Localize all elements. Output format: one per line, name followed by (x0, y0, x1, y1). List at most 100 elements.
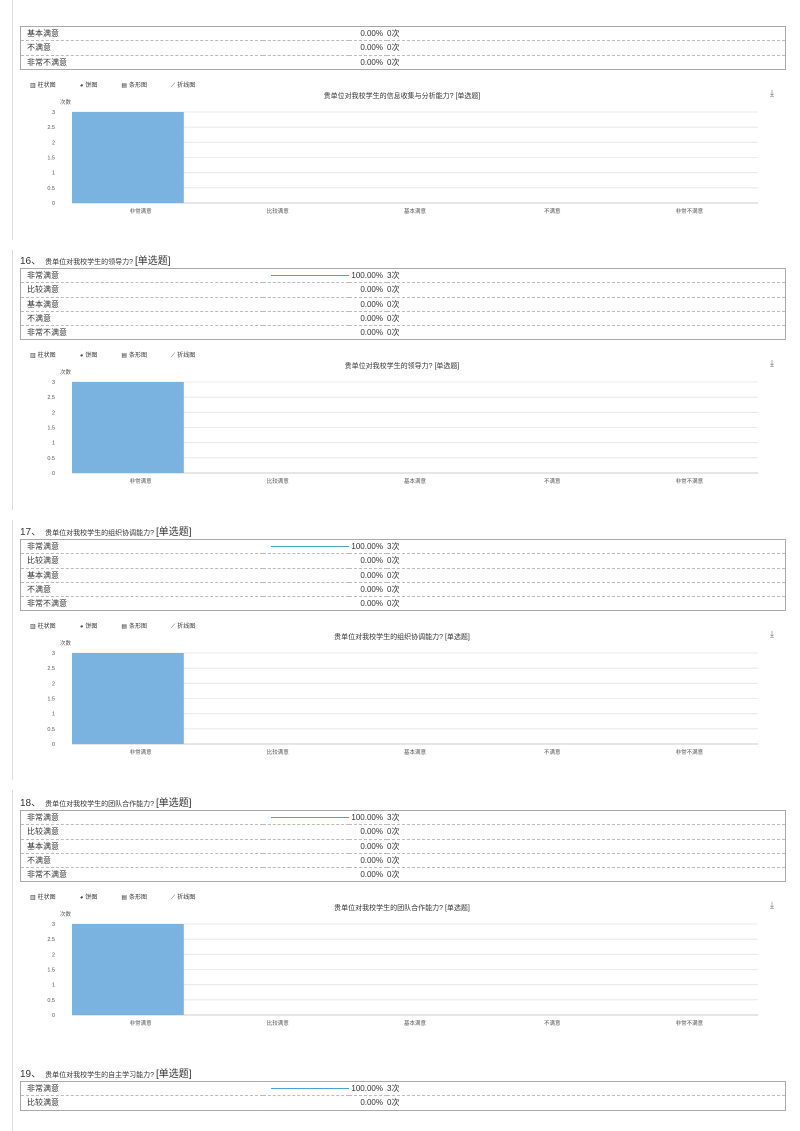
option-percent: 0.00% (349, 1095, 387, 1111)
y-tick-label: 3 (52, 110, 55, 116)
option-label: 不满意 (20, 582, 263, 598)
option-percent: 0.00% (349, 582, 387, 598)
bar-chart-icon: ▥ (30, 353, 36, 359)
y-axis-label: 次数 (60, 98, 72, 106)
tab-line-chart[interactable]: ⟋ 折线图 (171, 624, 207, 630)
option-label: 不满意 (20, 40, 263, 56)
chart-bar (72, 924, 184, 1015)
percent-bar (263, 282, 349, 298)
percent-bar (263, 1081, 349, 1097)
percent-bar (263, 40, 349, 56)
download-icon[interactable]: ⤓ (770, 88, 774, 98)
y-tick-label: 3 (52, 380, 55, 386)
x-tick-label: 基本满意 (404, 477, 427, 485)
y-tick-label: 0 (52, 201, 55, 207)
option-percent: 100.00% (349, 810, 387, 826)
chart-svg: 贵单位对我校学生的领导力? [单选题] 次数 0 0.5 1 1.5 2 2.5 3 非常满意 比较… (47, 362, 758, 485)
tab-hbar-chart[interactable]: ▤ 条形图 (121, 624, 159, 630)
question-type-tag: [单选题] (135, 256, 171, 267)
pie-chart-icon: ◕ (79, 624, 84, 630)
tab-pie-chart[interactable]: ◕ 饼图 (80, 83, 110, 89)
table-row: 比较满意 0.00% 0次 (20, 282, 786, 298)
percent-bar-fill (271, 817, 349, 819)
table-row: 非常不满意 0.00% 0次 (20, 55, 786, 70)
chart-svg: 贵单位对我校学生的组织协调能力? [单选题] 次数 0 0.5 1 1.5 2 2.5 3 非常满… (47, 633, 758, 756)
option-percent: 0.00% (349, 311, 387, 327)
tab-bar-chart[interactable]: ▥ 柱状图 (30, 353, 68, 359)
x-tick-label: 非常满意 (130, 1019, 153, 1027)
x-tick-label: 不满意 (544, 207, 561, 215)
tab-bar-chart[interactable]: ▥ 柱状图 (30, 83, 68, 89)
table-row: 非常不满意 0.00% 0次 (20, 596, 786, 612)
tab-line-chart[interactable]: ⟋ 折线图 (171, 353, 207, 359)
option-label: 比较满意 (20, 824, 263, 840)
pie-chart-icon: ◕ (79, 353, 84, 359)
option-count: 0次 (387, 596, 786, 612)
option-label: 基本满意 (20, 568, 263, 583)
bar-chart-icon: ▥ (30, 83, 36, 89)
percent-bar (263, 596, 349, 612)
chart-title: 贵单位对我校学生的信息收集与分析能力? [单选题] (324, 92, 481, 100)
table-row: 非常不满意 0.00% 0次 (20, 867, 786, 883)
option-label: 基本满意 (20, 26, 263, 42)
tab-label: 饼图 (85, 353, 98, 359)
x-tick-label: 非常满意 (130, 748, 153, 756)
left-border-line (12, 520, 13, 780)
tab-hbar-chart[interactable]: ▤ 条形图 (121, 353, 159, 359)
pie-chart-icon: ◕ (79, 895, 84, 901)
y-tick-label: 2.5 (47, 666, 55, 672)
table-row: 比较满意 0.00% 0次 (20, 824, 786, 840)
option-label: 比较满意 (20, 1095, 263, 1111)
y-tick-label: 3 (52, 651, 55, 657)
tab-bar-chart[interactable]: ▥ 柱状图 (30, 624, 68, 630)
table-row: 比较满意 0.00% 0次 (20, 553, 786, 569)
option-label: 非常满意 (20, 539, 263, 555)
chart-type-tabs: ▥ 柱状图 ◕ 饼图 ▤ 条形图 ⟋ 折线图 (30, 350, 219, 360)
percent-bar (263, 810, 349, 826)
tab-label: 折线图 (177, 624, 196, 630)
x-tick-label: 非常不满意 (676, 748, 704, 756)
option-percent: 100.00% (349, 539, 387, 555)
table-row: 非常满意 100.00% 3次 (20, 810, 786, 826)
option-count: 3次 (387, 268, 786, 284)
tab-pie-chart[interactable]: ◕ 饼图 (80, 624, 110, 630)
option-count: 0次 (387, 55, 786, 70)
chart-svg: 贵单位对我校学生的团队合作能力? [单选题] 次数 0 0.5 1 1.5 2 2.5 3 非常满… (47, 904, 758, 1027)
download-icon[interactable]: ⤓ (770, 358, 774, 368)
percent-bar (263, 268, 349, 284)
x-tick-label: 不满意 (544, 1019, 561, 1027)
option-count: 3次 (387, 1081, 786, 1097)
tab-pie-chart[interactable]: ◕ 饼图 (80, 895, 110, 901)
tab-hbar-chart[interactable]: ▤ 条形图 (121, 83, 159, 89)
y-tick-label: 2 (52, 410, 55, 416)
tab-hbar-chart[interactable]: ▤ 条形图 (121, 895, 159, 901)
percent-bar-fill (271, 275, 349, 277)
chart-bar (72, 382, 184, 473)
y-tick-label: 1.5 (47, 697, 55, 703)
y-tick-label: 0.5 (47, 186, 55, 192)
tab-bar-chart[interactable]: ▥ 柱状图 (30, 895, 68, 901)
y-tick-label: 2.5 (47, 125, 55, 131)
table-row: 基本满意 0.00% 0次 (20, 839, 786, 854)
table-row: 比较满意 0.00% 0次 (20, 1095, 786, 1111)
y-tick-label: 0 (52, 471, 55, 477)
line-chart-icon: ⟋ (171, 353, 176, 359)
download-icon[interactable]: ⤓ (770, 629, 774, 639)
tab-line-chart[interactable]: ⟋ 折线图 (171, 83, 207, 89)
option-label: 基本满意 (20, 297, 263, 312)
option-count: 0次 (387, 1095, 786, 1111)
table-row: 基本满意 0.00% 0次 (20, 297, 786, 312)
y-tick-label: 0 (52, 742, 55, 748)
y-axis-label: 次数 (60, 639, 72, 647)
option-count: 0次 (387, 853, 786, 869)
option-label: 非常不满意 (20, 325, 263, 341)
download-icon[interactable]: ⤓ (770, 900, 774, 910)
option-percent: 0.00% (349, 596, 387, 612)
bar-chart: 贵单位对我校学生的团队合作能力? [单选题] 次数 0 0.5 1 1.5 2 2.5 3 非常满… (20, 904, 786, 1054)
y-tick-label: 1 (52, 983, 55, 989)
bar-chart-icon: ▥ (30, 895, 36, 901)
tab-label: 饼图 (85, 83, 98, 89)
table-row: 不满意 0.00% 0次 (20, 40, 786, 56)
tab-pie-chart[interactable]: ◕ 饼图 (80, 353, 110, 359)
tab-line-chart[interactable]: ⟋ 折线图 (171, 895, 207, 901)
